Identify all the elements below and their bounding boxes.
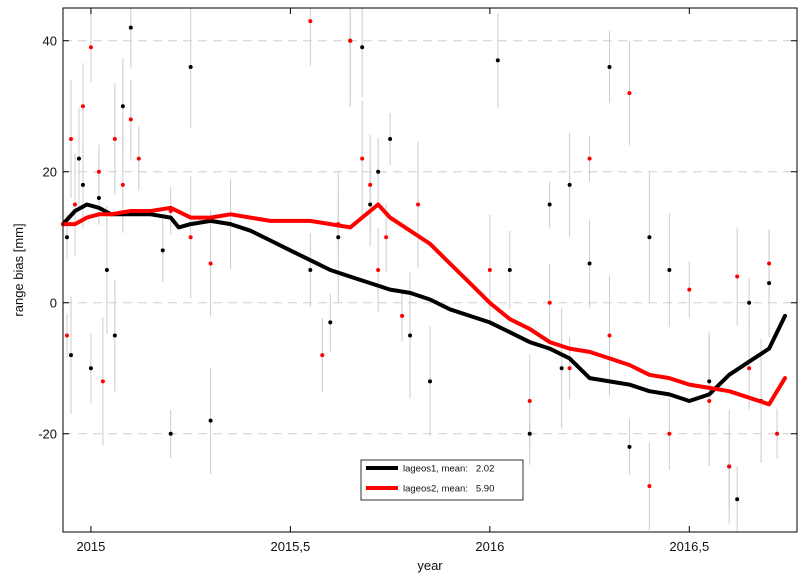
point-lageos2 (487, 268, 492, 272)
point-lageos2 (80, 104, 85, 109)
point-lageos1 (188, 64, 193, 69)
point-lageos1 (328, 320, 333, 325)
point-lageos2 (667, 431, 672, 436)
point-lageos2 (627, 91, 632, 96)
y-axis-title: range bias [mm] (11, 223, 26, 316)
point-lageos1 (208, 418, 213, 423)
point-lageos1 (587, 261, 592, 266)
plot-frame (62, 7, 798, 533)
point-lageos1 (527, 431, 532, 436)
point-lageos1 (308, 268, 313, 272)
legend: lageos1, mean: 2.02 lageos2, mean: 5.90 (360, 459, 524, 501)
point-lageos2 (767, 261, 772, 266)
point-lageos2 (400, 313, 405, 318)
x-axis-title: year (417, 558, 443, 573)
point-lageos1 (627, 444, 632, 449)
x-tick-label: 2016,5 (669, 539, 709, 554)
point-lageos1 (168, 431, 173, 436)
point-lageos1 (120, 104, 125, 109)
point-lageos2 (687, 287, 692, 292)
point-lageos2 (68, 137, 73, 141)
y-tick-label: -20 (38, 426, 57, 441)
point-lageos2 (587, 156, 592, 161)
point-lageos2 (547, 300, 552, 305)
legend-label-lageos2: lageos2, mean: 5.90 (403, 484, 494, 495)
point-lageos1 (507, 268, 512, 272)
point-lageos1 (567, 182, 572, 187)
point-lageos2 (567, 366, 572, 371)
point-lageos2 (100, 379, 105, 384)
point-lageos2 (348, 38, 353, 43)
y-tick-label: 40 (43, 33, 57, 48)
point-lageos1 (160, 248, 165, 253)
series-line-lageos1 (61, 202, 787, 403)
point-lageos1 (707, 379, 712, 384)
point-lageos1 (336, 235, 341, 240)
point-lageos2 (136, 156, 141, 161)
point-lageos1 (408, 333, 413, 338)
x-tick-label: 2016 (475, 539, 504, 554)
x-tick-label: 2015,5 (270, 539, 310, 554)
point-lageos1 (128, 25, 133, 30)
point-lageos2 (747, 366, 752, 371)
point-lageos2 (647, 484, 652, 489)
point-lageos1 (360, 45, 365, 50)
point-lageos2 (320, 353, 325, 358)
point-lageos2 (88, 45, 93, 50)
point-lageos2 (208, 261, 213, 266)
point-lageos1 (607, 64, 612, 69)
axis-ticks: -20 0 20 40 2015 2015,5 2016 2016,5 (38, 8, 797, 554)
x-tick-label: 2015 (76, 539, 105, 554)
y-tick-label: 20 (43, 164, 57, 179)
point-lageos2 (112, 137, 117, 141)
point-lageos1 (647, 235, 652, 240)
point-lageos2 (727, 464, 732, 469)
point-lageos2 (128, 117, 133, 122)
point-lageos1 (747, 300, 752, 305)
point-lageos2 (416, 202, 421, 207)
point-lageos1 (735, 497, 740, 502)
point-lageos2 (360, 156, 365, 161)
point-lageos1 (667, 268, 672, 272)
point-lageos1 (64, 235, 69, 240)
legend-label-lageos1: lageos1, mean: 2.02 (403, 464, 494, 475)
point-lageos2 (384, 235, 389, 240)
point-lageos1 (76, 156, 81, 161)
series-line-lageos2 (61, 202, 787, 407)
point-lageos2 (376, 268, 381, 272)
point-lageos1 (68, 353, 73, 358)
point-lageos2 (368, 182, 373, 187)
point-lageos2 (775, 431, 780, 436)
point-lageos1 (96, 195, 101, 200)
scatter-points (64, 19, 780, 502)
series-lines (61, 202, 787, 407)
point-lageos1 (428, 379, 432, 384)
point-lageos2 (527, 399, 532, 403)
point-lageos1 (368, 202, 373, 207)
point-lageos1 (104, 268, 109, 272)
point-lageos2 (64, 333, 69, 338)
point-lageos1 (559, 366, 564, 371)
point-lageos1 (376, 169, 381, 174)
point-lageos1 (767, 281, 772, 286)
y-tick-label: 0 (50, 295, 57, 310)
point-lageos2 (120, 182, 125, 187)
point-lageos1 (112, 333, 117, 338)
point-lageos1 (388, 137, 393, 141)
point-lageos1 (88, 366, 93, 371)
point-lageos2 (735, 274, 740, 279)
point-lageos2 (188, 235, 193, 240)
point-lageos2 (707, 399, 712, 403)
point-lageos1 (80, 182, 85, 187)
point-lageos1 (495, 58, 500, 63)
point-lageos2 (308, 19, 313, 24)
point-lageos1 (547, 202, 552, 207)
point-lageos2 (607, 333, 612, 338)
point-lageos2 (96, 169, 101, 174)
point-lageos2 (72, 202, 77, 207)
